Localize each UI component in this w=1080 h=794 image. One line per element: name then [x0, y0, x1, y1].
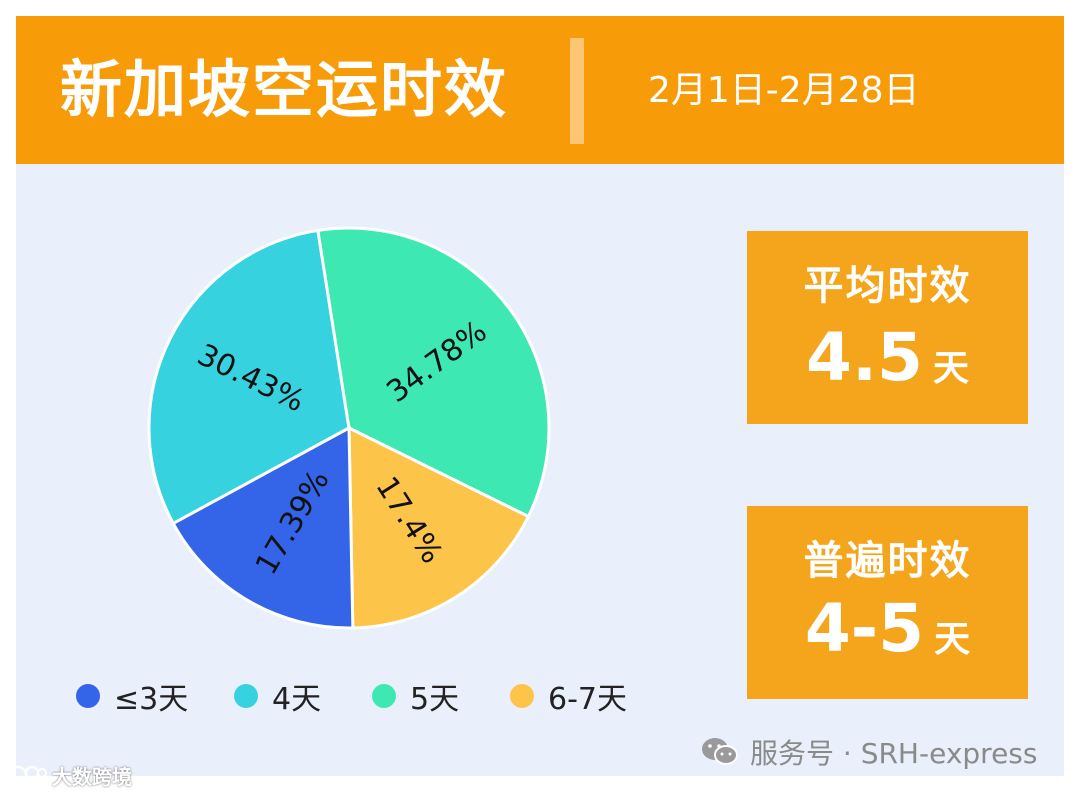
brand-logo-icon — [8, 765, 47, 785]
header-banner: 新加坡空运时效 2月1日-2月28日 — [16, 16, 1064, 164]
pie-slice-5 — [316, 226, 551, 519]
average-time-title: 平均时效 — [803, 263, 972, 309]
legend-label: 5天 — [410, 682, 460, 717]
pie-slice-6-7 — [347, 425, 531, 630]
pie-slice-le3 — [171, 425, 355, 630]
legend-item-4: 4天 — [234, 676, 322, 717]
legend-dot — [372, 684, 396, 708]
common-time-card: 普遍时效 4-5 天 — [747, 506, 1028, 699]
legend-dot — [234, 684, 258, 708]
legend-dot — [76, 684, 100, 708]
legend-label: ≤3天 — [114, 682, 189, 717]
average-time-value: 4.5 天 — [747, 319, 1028, 396]
header-divider — [570, 38, 584, 144]
common-time-number: 4-5 — [804, 590, 925, 667]
average-time-unit: 天 — [932, 348, 969, 389]
service-account-text: 服务号 · SRH-express — [750, 737, 1038, 770]
common-time-title: 普遍时效 — [803, 538, 972, 584]
pie-slice-4 — [147, 228, 351, 526]
page-title: 新加坡空运时效 — [60, 53, 509, 126]
common-time-value: 4-5 天 — [747, 590, 1028, 667]
common-time-unit: 天 — [934, 619, 971, 660]
legend-item-6-7: 6-7天 — [510, 676, 627, 717]
service-account-watermark: 服务号 · SRH-express — [700, 732, 1037, 772]
wechat-icon — [702, 738, 738, 765]
average-time-card: 平均时效 4.5 天 — [747, 231, 1028, 424]
legend-item-le3: ≤3天 — [76, 676, 189, 717]
brand-name: 大数跨境 — [52, 764, 132, 789]
brand-watermark: 大数跨境 — [8, 760, 132, 790]
legend-dot — [510, 684, 534, 708]
average-time-number: 4.5 — [806, 319, 923, 396]
legend-label: 4天 — [272, 682, 322, 717]
legend-label: 6-7天 — [548, 682, 627, 717]
legend-item-5: 5天 — [372, 676, 460, 717]
date-range: 2月1日-2月28日 — [648, 70, 920, 111]
